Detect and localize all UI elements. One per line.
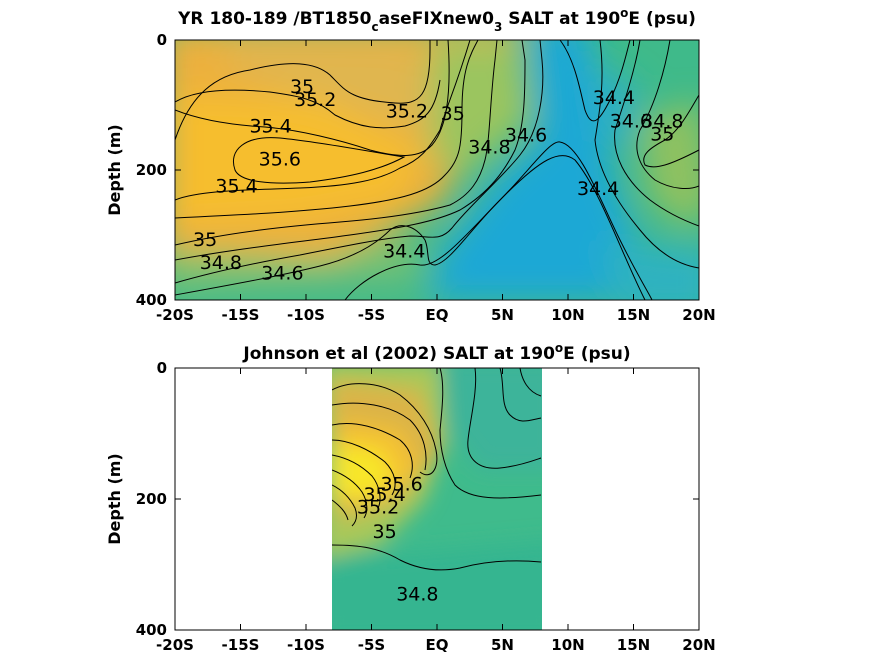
x-tick-label: 10N [551, 306, 584, 324]
y-tick-label: 400 [136, 621, 167, 639]
x-tick-label: EQ [426, 306, 449, 324]
contour-label: 35 [193, 229, 217, 251]
contour-label: 34.4 [577, 178, 619, 200]
contour-label: 35 [650, 123, 674, 145]
contour-label: 35 [441, 103, 465, 125]
x-tick-label: EQ [426, 636, 449, 654]
contour-label: 35.2 [294, 89, 336, 111]
contour-label: 34.4 [593, 87, 635, 109]
contour-label: 35.4 [249, 115, 291, 137]
top-salinity-field [175, 40, 699, 300]
x-tick-label: 20N [682, 636, 715, 654]
x-tick-label: 5N [491, 636, 514, 654]
x-tick-label: -10S [287, 636, 325, 654]
x-tick-label: 15N [617, 306, 650, 324]
x-tick-label: -20S [156, 636, 194, 654]
bottom-contour-lines [332, 368, 542, 571]
contour-label: 35.6 [259, 149, 301, 171]
x-tick-label: -15S [222, 636, 260, 654]
bottom-chart-title: Johnson et al (2002) SALT at 190oE (psu) [242, 341, 630, 364]
bottom-x-axis: -20S -15S -10S -5S EQ 5N 10N 15N 20N [156, 368, 716, 654]
contour-label: 34.4 [383, 240, 425, 262]
x-tick-label: 5N [491, 306, 514, 324]
x-tick-label: 10N [551, 636, 584, 654]
y-tick-label: 0 [157, 359, 167, 377]
top-panel: YR 180-189 /BT1850caseFIXnew03 SALT at 1… [105, 6, 716, 324]
bottom-contour-labels: 35 34.8 35.635.435.2 [357, 474, 439, 606]
contour-label: 34.6 [505, 125, 547, 147]
y-tick-label: 200 [136, 490, 167, 508]
contour-label: 35 [290, 76, 314, 98]
y-tick-label: 400 [136, 291, 167, 309]
x-tick-label: -10S [287, 306, 325, 324]
bottom-salinity-field [332, 368, 542, 630]
contour-label: 35.4 [215, 175, 257, 197]
y-tick-label: 0 [157, 31, 167, 49]
top-x-axis: -20S -15S -10S -5S EQ 5N 10N 15N 20N [156, 40, 716, 324]
contour-label: 34.6 [261, 262, 303, 284]
contour-label: 35.2 [386, 101, 428, 123]
bottom-y-axis: 0 200 400 [136, 359, 699, 639]
contour-label: 35.2 [357, 497, 399, 519]
x-tick-label: 20N [682, 306, 715, 324]
top-contour-lines [175, 40, 699, 300]
x-tick-label: 15N [617, 636, 650, 654]
contour-label: 35 [373, 521, 397, 543]
contour-label: 34.8 [468, 136, 510, 158]
x-tick-label: -20S [156, 306, 194, 324]
top-chart-title: YR 180-189 /BT1850caseFIXnew03 SALT at 1… [177, 6, 696, 34]
contour-label: 34.8 [200, 252, 242, 274]
x-tick-label: -15S [222, 306, 260, 324]
x-tick-label: -5S [358, 636, 385, 654]
top-y-axis: 0 200 400 [136, 31, 699, 309]
bottom-panel: Johnson et al (2002) SALT at 190oE (psu) [105, 341, 716, 654]
contour-label: 34.8 [396, 584, 438, 606]
x-tick-label: -5S [358, 306, 385, 324]
contour-label: 35.4 [363, 484, 405, 506]
y-tick-label: 200 [136, 161, 167, 179]
contour-label: 35.6 [380, 474, 422, 496]
contour-label: 34.8 [641, 110, 683, 132]
contour-label: 34.6 [610, 110, 652, 132]
bottom-y-axis-label: Depth (m) [105, 453, 124, 545]
top-y-axis-label: Depth (m) [105, 124, 124, 216]
